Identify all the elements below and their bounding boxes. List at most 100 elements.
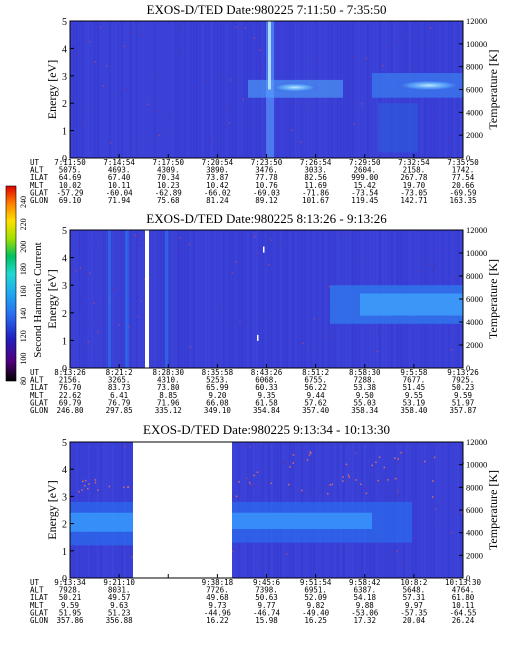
noise-dot <box>315 60 317 62</box>
table-cell: 3265. <box>108 376 131 385</box>
noise-dot <box>242 98 244 101</box>
texture-streak <box>265 230 267 368</box>
sparkle <box>301 489 303 492</box>
texture-streak <box>436 442 438 578</box>
texture-streak <box>175 21 177 158</box>
sparkle <box>365 492 368 495</box>
noise-dot <box>141 34 143 36</box>
noise-dot <box>302 492 304 495</box>
sparkle <box>270 482 273 484</box>
texture-streak <box>211 230 213 368</box>
table-cell: 53.19 <box>403 398 426 407</box>
sparkle <box>329 484 331 486</box>
texture-streak <box>73 21 75 158</box>
noise-dot <box>254 235 256 238</box>
table-cell: 73.80 <box>157 383 180 392</box>
sparkle <box>87 487 89 490</box>
texture-streak <box>319 230 321 368</box>
texture-streak <box>352 21 354 158</box>
noise-dot <box>430 27 432 29</box>
sparkle <box>289 466 291 468</box>
noise-dot <box>220 73 222 75</box>
table-cell: 61.58 <box>255 398 278 407</box>
texture-streak <box>136 230 138 368</box>
sparkle <box>331 483 333 486</box>
noise-dot <box>300 141 302 143</box>
texture-streak <box>223 230 225 368</box>
texture-streak <box>91 21 93 158</box>
table-cell: 52.09 <box>304 593 327 602</box>
texture-streak <box>160 21 162 158</box>
noise-dot <box>324 103 327 105</box>
texture-streak <box>172 21 174 158</box>
table-cell: 7925. <box>452 376 475 385</box>
sparkle <box>397 458 399 460</box>
sparkle <box>327 493 329 495</box>
sparkle <box>345 463 348 466</box>
noise-dot <box>89 272 91 274</box>
texture-streak <box>118 230 120 368</box>
ytick-label: 2 <box>62 99 67 110</box>
table-cell: 8:51:2 <box>302 368 329 377</box>
ytick-label: 2 <box>62 309 67 320</box>
texture-streak <box>217 230 219 368</box>
ytick-label: 2 <box>62 520 67 531</box>
spot <box>263 246 265 253</box>
texture-streak <box>79 21 81 158</box>
texture-streak <box>82 21 84 158</box>
table-cell: 26.24 <box>452 616 475 625</box>
texture-streak <box>322 230 324 368</box>
texture-streak <box>169 21 171 158</box>
panel-1: EXOS-D/TED Date:980225 7:11:50 - 7:35:50… <box>30 2 500 205</box>
noise-dot <box>434 265 437 267</box>
texture-streak <box>106 230 108 368</box>
noise-dot <box>259 49 261 51</box>
noise-dot <box>111 288 113 291</box>
sparkle <box>82 480 84 483</box>
texture-streak <box>283 230 285 368</box>
table-cell: 64.69 <box>59 173 82 182</box>
table-cell: 53.38 <box>353 383 376 392</box>
noise-dot <box>123 45 125 47</box>
texture-streak <box>205 230 207 368</box>
y2tick-label: 12000 <box>466 437 487 447</box>
noise-dot <box>159 335 162 338</box>
y2tick-label: 0 <box>466 573 470 583</box>
noise-dot <box>118 324 121 326</box>
sparkle <box>78 490 80 493</box>
noise-dot <box>328 286 330 288</box>
texture-streak <box>367 21 369 158</box>
noise-dot <box>264 61 266 63</box>
table-cell: 16.22 <box>206 616 229 625</box>
table-cell: 9.82 <box>307 601 325 610</box>
noise-dot <box>305 346 308 348</box>
texture-streak <box>298 230 300 368</box>
noise-dot <box>320 334 323 337</box>
table-cell: 4693. <box>108 166 131 175</box>
table-cell: 10.02 <box>59 181 82 190</box>
texture-streak <box>433 442 435 578</box>
table-cell: 66.08 <box>206 398 229 407</box>
texture-streak <box>76 230 78 368</box>
table-cell: 10.76 <box>255 181 278 190</box>
noise-dot <box>280 245 282 247</box>
texture-streak <box>412 442 414 578</box>
noise-dot <box>325 485 327 487</box>
table-row-label: GLON <box>30 616 48 625</box>
table-cell: 7677. <box>403 376 426 385</box>
texture-streak <box>229 21 231 158</box>
texture-streak <box>193 230 195 368</box>
ytick-label: 0 <box>62 574 67 585</box>
texture-streak <box>202 21 204 158</box>
table-cell: 83.73 <box>108 383 131 392</box>
table-cell: 3890. <box>206 166 229 175</box>
table-cell: 71.96 <box>157 398 180 407</box>
sparkle <box>306 459 309 461</box>
y-axis-label: Energy [eV] <box>45 60 59 119</box>
texture-streak <box>220 230 222 368</box>
texture-streak <box>250 230 252 368</box>
table-cell: 119.45 <box>351 196 378 205</box>
table-cell: 142.71 <box>400 196 427 205</box>
noise-dot <box>124 546 127 548</box>
